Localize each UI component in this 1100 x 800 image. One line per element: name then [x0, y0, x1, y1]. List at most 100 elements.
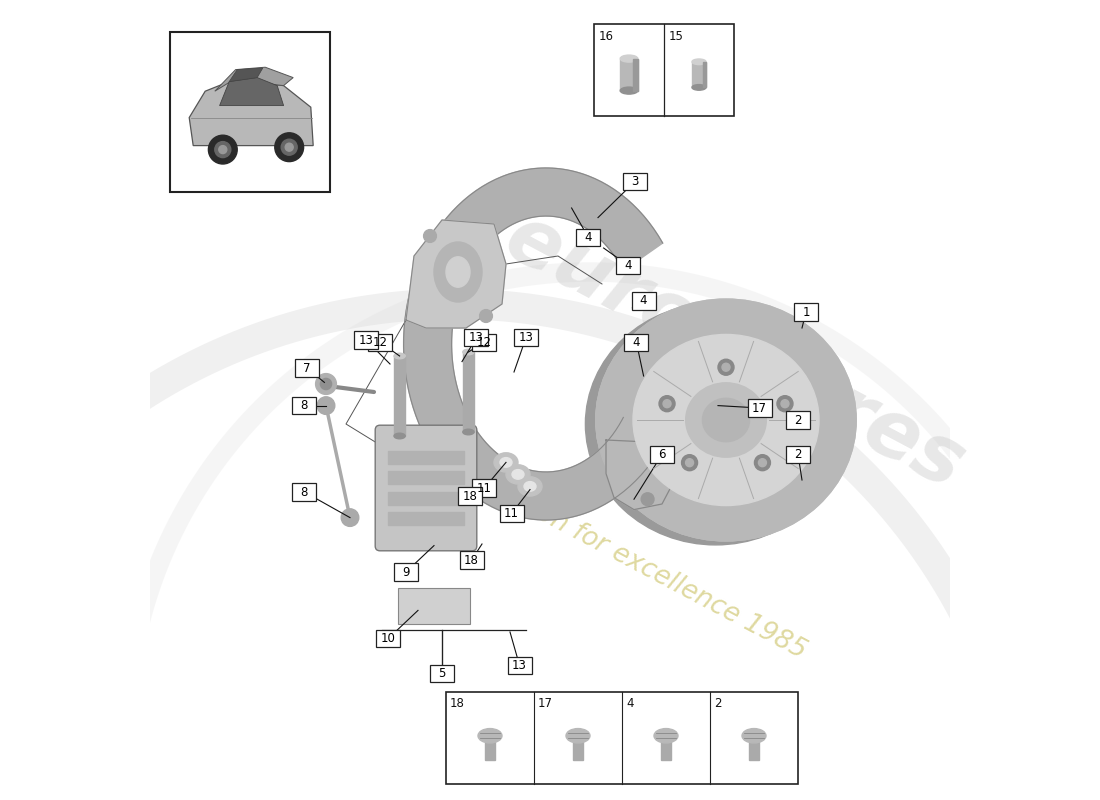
Bar	[499, 505, 524, 522]
Bar	[388, 512, 464, 525]
Ellipse shape	[654, 729, 678, 743]
Bar	[634, 58, 638, 90]
Ellipse shape	[512, 470, 524, 479]
Text: 13: 13	[469, 331, 484, 344]
Circle shape	[777, 396, 793, 412]
Ellipse shape	[463, 429, 474, 435]
Polygon shape	[214, 67, 294, 91]
Circle shape	[659, 396, 675, 412]
Bar	[388, 451, 464, 464]
Text: 10: 10	[381, 632, 396, 645]
Ellipse shape	[394, 434, 405, 438]
Bar	[464, 329, 488, 346]
Ellipse shape	[596, 299, 856, 541]
Bar	[661, 738, 671, 760]
Ellipse shape	[463, 349, 474, 354]
Bar	[368, 334, 393, 351]
Circle shape	[657, 450, 670, 462]
Polygon shape	[406, 220, 506, 328]
Bar	[388, 492, 464, 505]
Circle shape	[275, 133, 304, 162]
Ellipse shape	[500, 458, 512, 467]
Circle shape	[219, 146, 227, 154]
Bar	[460, 551, 484, 569]
Circle shape	[208, 135, 238, 164]
Polygon shape	[220, 78, 284, 106]
Bar	[507, 657, 531, 674]
Bar	[703, 62, 706, 87]
Bar	[293, 483, 317, 501]
Text: 13: 13	[518, 331, 534, 344]
Ellipse shape	[478, 729, 502, 743]
Bar	[295, 359, 319, 377]
Ellipse shape	[632, 334, 820, 506]
Text: a passion for excellence 1985: a passion for excellence 1985	[450, 456, 811, 664]
Bar	[472, 479, 496, 497]
Ellipse shape	[620, 87, 638, 94]
Text: 12: 12	[477, 336, 492, 349]
Text: 3: 3	[631, 175, 638, 188]
FancyBboxPatch shape	[375, 426, 476, 550]
Text: 8: 8	[300, 399, 308, 412]
Bar	[794, 303, 818, 321]
Ellipse shape	[506, 465, 530, 484]
Text: 4: 4	[625, 259, 632, 272]
Circle shape	[285, 143, 294, 151]
Text: 13: 13	[513, 659, 527, 672]
Bar	[692, 62, 706, 87]
Polygon shape	[189, 80, 314, 146]
Text: 18: 18	[464, 554, 478, 566]
Circle shape	[214, 142, 231, 158]
Text: 6: 6	[658, 448, 666, 461]
Bar	[786, 446, 810, 463]
Bar	[650, 446, 674, 463]
Bar	[631, 292, 656, 310]
Ellipse shape	[494, 453, 518, 472]
Polygon shape	[606, 440, 678, 510]
Circle shape	[282, 139, 297, 155]
Circle shape	[722, 363, 730, 371]
Text: 4: 4	[632, 336, 640, 349]
Circle shape	[641, 493, 654, 506]
Ellipse shape	[596, 299, 856, 541]
Text: 4: 4	[640, 294, 647, 307]
Bar	[620, 58, 638, 90]
Ellipse shape	[585, 303, 846, 545]
Text: 8: 8	[300, 486, 308, 498]
Circle shape	[682, 454, 697, 470]
Ellipse shape	[620, 55, 638, 62]
Circle shape	[758, 458, 767, 466]
Circle shape	[718, 359, 734, 375]
Circle shape	[781, 400, 789, 408]
Bar	[485, 738, 495, 760]
Bar	[398, 588, 470, 624]
Bar	[594, 24, 734, 116]
Text: 18: 18	[463, 490, 477, 502]
Ellipse shape	[742, 729, 766, 743]
Text: 11: 11	[477, 482, 492, 494]
Bar	[170, 32, 330, 192]
Text: 18: 18	[450, 697, 465, 710]
Text: 9: 9	[403, 566, 409, 578]
Bar	[472, 334, 496, 351]
Ellipse shape	[446, 257, 470, 287]
Text: 2: 2	[794, 448, 802, 461]
Bar	[749, 738, 759, 760]
Bar	[394, 356, 405, 436]
Bar	[388, 471, 464, 484]
Circle shape	[480, 310, 493, 322]
Text: eurospares: eurospares	[491, 198, 977, 506]
Bar	[623, 173, 647, 190]
Bar	[576, 229, 601, 246]
Bar	[354, 331, 378, 349]
Bar	[394, 563, 418, 581]
Circle shape	[317, 397, 334, 414]
Bar	[514, 329, 538, 346]
Text: 5: 5	[438, 667, 446, 680]
Ellipse shape	[692, 59, 706, 65]
Text: 4: 4	[626, 697, 634, 710]
Text: 2: 2	[794, 414, 802, 426]
Text: 13: 13	[359, 334, 373, 346]
Circle shape	[663, 400, 671, 408]
Bar	[430, 665, 454, 682]
